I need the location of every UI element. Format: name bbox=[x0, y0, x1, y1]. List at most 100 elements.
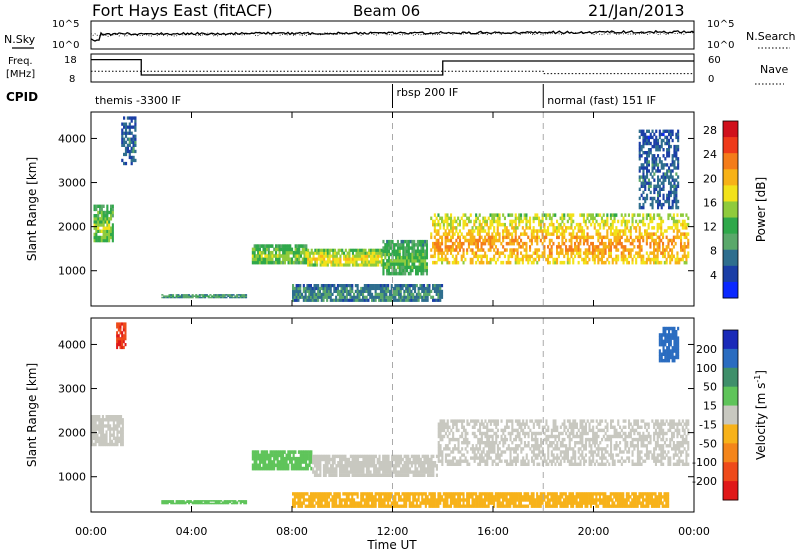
data-cell bbox=[471, 232, 474, 236]
data-cell bbox=[658, 260, 661, 265]
data-cell bbox=[95, 204, 98, 208]
data-cell bbox=[556, 248, 559, 252]
data-cell bbox=[642, 175, 645, 179]
data-cell bbox=[312, 257, 315, 261]
data-cell bbox=[441, 434, 444, 439]
data-cell bbox=[276, 463, 279, 468]
data-cell bbox=[579, 459, 582, 463]
data-cell bbox=[636, 431, 639, 436]
data-cell bbox=[100, 214, 103, 218]
data-cell bbox=[667, 226, 670, 230]
data-cell bbox=[502, 450, 505, 454]
data-cell bbox=[92, 442, 95, 447]
data-cell bbox=[362, 257, 365, 261]
data-cell bbox=[264, 450, 267, 454]
data-cell bbox=[617, 444, 620, 448]
data-cell bbox=[486, 422, 489, 426]
data-cell bbox=[500, 437, 503, 442]
data-cell bbox=[357, 251, 360, 255]
data-cell bbox=[534, 419, 537, 423]
data-cell bbox=[570, 232, 573, 236]
data-cell bbox=[599, 251, 602, 255]
data-cell bbox=[348, 254, 351, 258]
data-cell bbox=[260, 244, 263, 248]
data-cell bbox=[664, 135, 667, 140]
data-cell bbox=[130, 137, 133, 141]
data-cell bbox=[367, 454, 370, 459]
data-cell bbox=[559, 251, 562, 255]
data-cell bbox=[437, 456, 440, 460]
data-cell bbox=[577, 447, 580, 451]
data-cell bbox=[393, 252, 396, 257]
data-cell bbox=[666, 154, 669, 158]
data-cell bbox=[538, 447, 541, 451]
data-cell bbox=[638, 248, 641, 252]
data-cell bbox=[606, 257, 609, 262]
data-cell bbox=[653, 132, 656, 137]
data-cell bbox=[348, 464, 351, 468]
data-cell bbox=[104, 235, 107, 240]
data-cell bbox=[505, 419, 508, 423]
data-cell bbox=[577, 450, 580, 454]
data-cell bbox=[619, 450, 622, 454]
data-cell bbox=[651, 453, 654, 457]
data-cell bbox=[128, 131, 131, 135]
data-cell bbox=[121, 337, 124, 341]
data-cell bbox=[638, 254, 641, 259]
data-cell bbox=[106, 223, 109, 227]
data-cell bbox=[356, 298, 359, 302]
data-cell bbox=[398, 252, 401, 257]
data-cell bbox=[487, 260, 490, 265]
data-cell bbox=[503, 216, 506, 221]
data-cell bbox=[635, 444, 638, 448]
data-cell bbox=[664, 330, 667, 334]
data-cell bbox=[389, 461, 392, 465]
data-cell bbox=[529, 226, 532, 230]
data-cell bbox=[375, 263, 378, 267]
data-cell bbox=[410, 464, 413, 468]
data-cell bbox=[369, 289, 372, 293]
data-cell bbox=[433, 222, 436, 227]
data-cell bbox=[387, 284, 390, 288]
data-cell bbox=[453, 422, 456, 426]
data-cell bbox=[433, 248, 436, 252]
data-cell bbox=[95, 214, 98, 218]
data-cell bbox=[444, 238, 447, 243]
data-cell bbox=[511, 251, 514, 255]
data-cell bbox=[430, 232, 433, 236]
data-cell bbox=[459, 456, 462, 460]
data-cell bbox=[120, 421, 123, 425]
data-cell bbox=[642, 178, 645, 182]
data-cell bbox=[188, 294, 191, 296]
data-cell bbox=[405, 457, 408, 462]
data-cell bbox=[522, 428, 525, 433]
data-cell bbox=[95, 207, 98, 212]
data-cell bbox=[430, 254, 433, 259]
data-cell bbox=[685, 254, 688, 259]
data-cell bbox=[262, 456, 265, 461]
data-cell bbox=[595, 232, 598, 236]
data-cell bbox=[584, 219, 587, 224]
data-cell bbox=[423, 464, 426, 468]
data-cell bbox=[118, 418, 121, 422]
data-cell bbox=[395, 252, 398, 257]
data-cell bbox=[554, 425, 557, 429]
data-cell bbox=[241, 294, 244, 296]
data-cell bbox=[376, 284, 379, 288]
data-cell bbox=[251, 453, 254, 458]
data-cell bbox=[124, 146, 128, 150]
data-cell bbox=[657, 184, 660, 188]
data-cell bbox=[243, 294, 246, 296]
data-cell bbox=[282, 466, 285, 471]
data-cell bbox=[389, 470, 392, 474]
data-cell bbox=[496, 213, 499, 217]
data-cell bbox=[218, 294, 221, 296]
data-cell bbox=[375, 260, 378, 264]
data-cell bbox=[94, 415, 97, 419]
data-cell bbox=[432, 260, 435, 265]
data-cell bbox=[633, 422, 636, 426]
data-cell bbox=[480, 222, 483, 227]
data-cell bbox=[638, 459, 641, 463]
data-cell bbox=[662, 431, 665, 436]
data-cell bbox=[586, 235, 589, 240]
